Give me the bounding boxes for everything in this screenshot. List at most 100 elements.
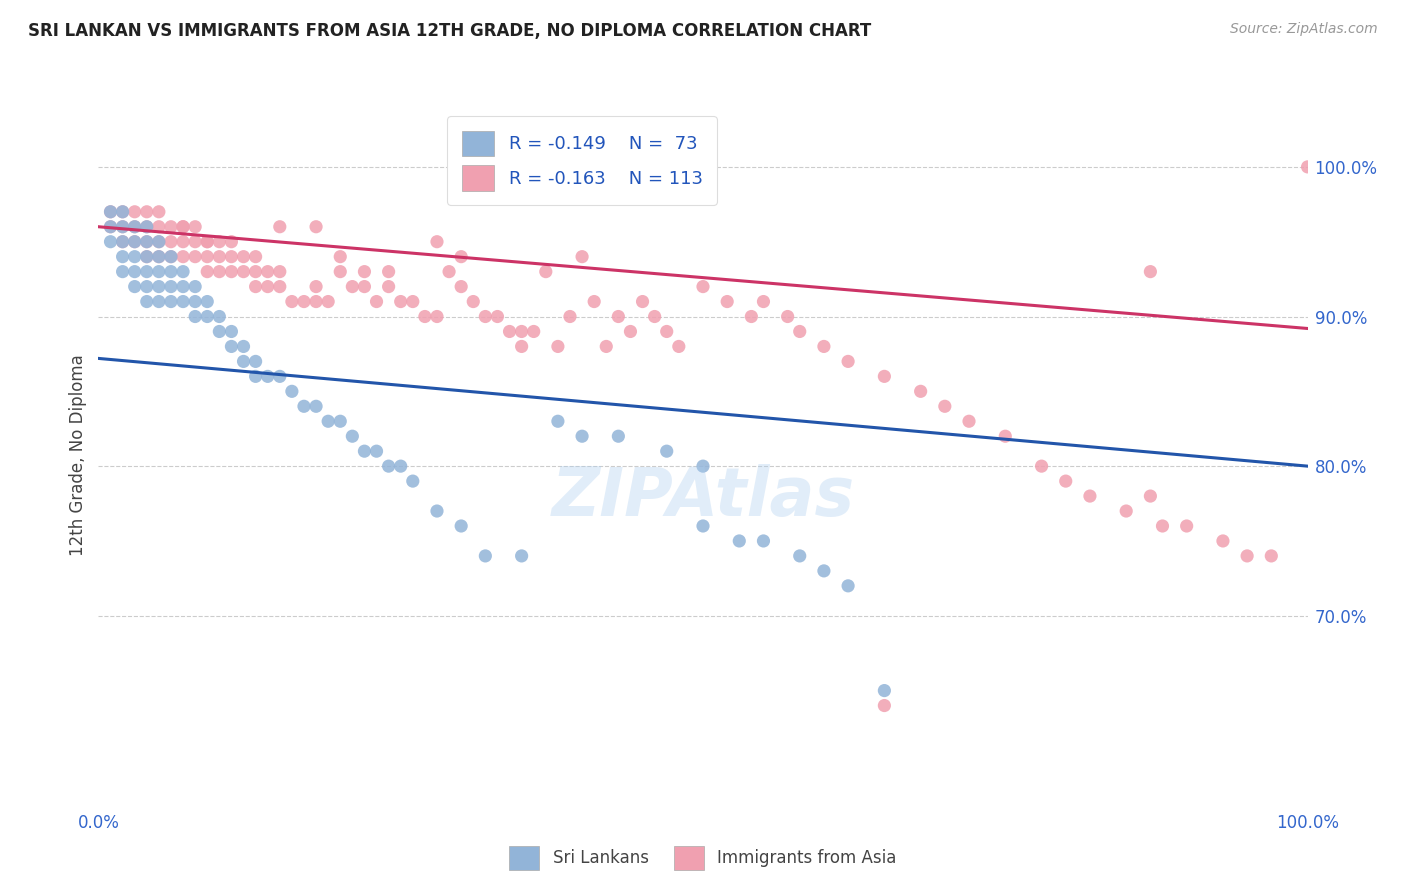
Point [245, 250, 267, 264]
Point [148, 204, 170, 219]
Point [329, 265, 352, 279]
Point [873, 698, 896, 713]
Point [135, 265, 157, 279]
Point [160, 265, 183, 279]
Point [281, 294, 304, 309]
Point [160, 235, 183, 249]
Point [184, 219, 207, 234]
Point [607, 429, 630, 443]
Point [1296, 160, 1319, 174]
Point [342, 429, 364, 443]
Point [124, 279, 146, 293]
Point [342, 279, 364, 293]
Point [135, 279, 157, 293]
Point [486, 310, 509, 324]
Point [1031, 459, 1053, 474]
Point [305, 399, 328, 413]
Point [510, 325, 533, 339]
Point [789, 325, 811, 339]
Point [135, 235, 157, 249]
Point [281, 384, 304, 399]
Point [148, 235, 170, 249]
Point [1175, 519, 1198, 533]
Point [245, 265, 267, 279]
Point [728, 533, 751, 548]
Point [558, 310, 581, 324]
Point [873, 683, 896, 698]
Text: SRI LANKAN VS IMMIGRANTS FROM ASIA 12TH GRADE, NO DIPLOMA CORRELATION CHART: SRI LANKAN VS IMMIGRANTS FROM ASIA 12TH … [28, 22, 872, 40]
Point [450, 250, 472, 264]
Point [184, 310, 207, 324]
Point [221, 339, 243, 353]
Point [607, 310, 630, 324]
Point [195, 265, 218, 279]
Point [269, 265, 291, 279]
Point [353, 279, 375, 293]
Legend: Sri Lankans, Immigrants from Asia: Sri Lankans, Immigrants from Asia [501, 838, 905, 878]
Point [100, 219, 122, 234]
Point [256, 265, 278, 279]
Point [1152, 519, 1174, 533]
Point [789, 549, 811, 563]
Point [124, 219, 146, 234]
Point [934, 399, 956, 413]
Point [619, 325, 641, 339]
Point [148, 265, 170, 279]
Point [232, 339, 254, 353]
Point [160, 279, 183, 293]
Point [111, 204, 134, 219]
Point [172, 279, 194, 293]
Point [195, 250, 218, 264]
Point [437, 265, 460, 279]
Point [474, 549, 496, 563]
Point [208, 250, 231, 264]
Point [910, 384, 932, 399]
Point [221, 265, 243, 279]
Point [776, 310, 799, 324]
Point [813, 564, 835, 578]
Point [523, 325, 546, 339]
Point [305, 279, 328, 293]
Point [450, 519, 472, 533]
Point [232, 354, 254, 368]
Point [1078, 489, 1101, 503]
Point [184, 250, 207, 264]
Point [571, 250, 593, 264]
Point [221, 235, 243, 249]
Text: Source: ZipAtlas.com: Source: ZipAtlas.com [1230, 22, 1378, 37]
Point [269, 279, 291, 293]
Text: ZIPAtlas: ZIPAtlas [551, 464, 855, 530]
Point [413, 310, 436, 324]
Point [172, 294, 194, 309]
Point [124, 265, 146, 279]
Point [692, 459, 714, 474]
Point [837, 354, 859, 368]
Point [692, 279, 714, 293]
Point [813, 339, 835, 353]
Point [402, 474, 425, 488]
Point [172, 265, 194, 279]
Point [547, 339, 569, 353]
Point [160, 219, 183, 234]
Point [148, 294, 170, 309]
Point [463, 294, 485, 309]
Point [377, 459, 399, 474]
Point [256, 279, 278, 293]
Point [994, 429, 1017, 443]
Point [353, 265, 375, 279]
Point [195, 235, 218, 249]
Point [135, 219, 157, 234]
Point [752, 294, 775, 309]
Point [111, 219, 134, 234]
Point [305, 219, 328, 234]
Point [837, 579, 859, 593]
Point [148, 279, 170, 293]
Point [716, 294, 738, 309]
Point [135, 250, 157, 264]
Point [450, 279, 472, 293]
Point [571, 429, 593, 443]
Point [1260, 549, 1282, 563]
Point [184, 294, 207, 309]
Point [389, 459, 412, 474]
Point [644, 310, 666, 324]
